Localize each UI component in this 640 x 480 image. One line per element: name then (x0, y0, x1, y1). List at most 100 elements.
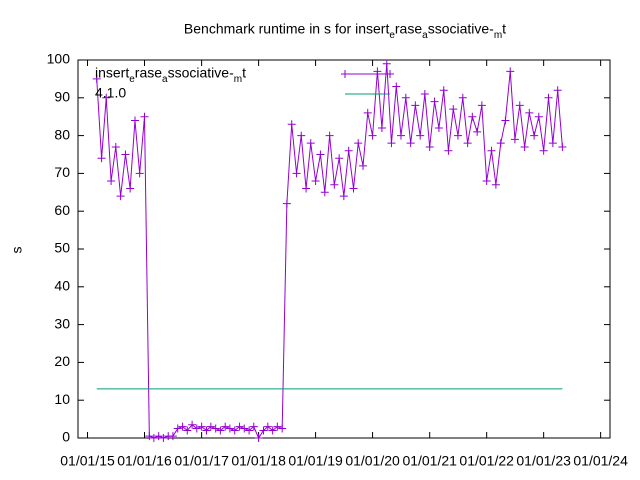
x-tick-label: 01/01/17 (174, 453, 229, 469)
data-point (444, 146, 453, 155)
data-point (548, 139, 557, 148)
data-point (482, 176, 491, 185)
data-point (558, 142, 567, 151)
data-point (188, 420, 197, 429)
data-point (349, 184, 358, 193)
data-point (496, 139, 505, 148)
data-point (183, 426, 192, 435)
data-point (135, 169, 144, 178)
x-tick-label: 01/01/23 (516, 453, 571, 469)
data-point (168, 432, 177, 441)
data-point (126, 184, 135, 193)
data-point (453, 131, 462, 140)
data-point (473, 127, 482, 136)
data-point (287, 120, 296, 129)
data-point (506, 67, 515, 76)
data-point (225, 424, 234, 433)
data-point (387, 139, 396, 148)
y-axis-label: s (9, 247, 25, 254)
data-point (487, 146, 496, 155)
data-point (97, 154, 106, 163)
data-point (335, 154, 344, 163)
data-point (530, 131, 539, 140)
data-point (401, 93, 410, 102)
data-point (458, 93, 467, 102)
data-point (544, 93, 553, 102)
data-point (339, 192, 348, 201)
data-point (192, 424, 201, 433)
y-tick-label: 0 (62, 429, 70, 445)
data-point (420, 90, 429, 99)
data-point (501, 116, 510, 125)
data-point (306, 139, 315, 148)
data-point (159, 434, 168, 442)
data-point (206, 422, 215, 431)
y-tick-label: 60 (54, 202, 70, 218)
data-point (406, 139, 415, 148)
data-point (292, 169, 301, 178)
data-point (230, 426, 239, 435)
data-point (211, 424, 220, 433)
data-point (416, 131, 425, 140)
data-point (363, 108, 372, 117)
y-tick-label: 40 (54, 278, 70, 294)
x-tick-label: 01/01/18 (231, 453, 286, 469)
x-tick-label: 01/01/15 (60, 453, 115, 469)
data-point (539, 146, 548, 155)
x-tick-label: 01/01/21 (402, 453, 457, 469)
data-point (468, 112, 477, 121)
y-tick-label: 10 (54, 391, 70, 407)
data-point (449, 105, 458, 114)
data-point (434, 124, 443, 133)
data-point (259, 426, 268, 435)
x-tick-label: 01/01/19 (288, 453, 343, 469)
legend-marker (386, 70, 394, 78)
data-point (491, 180, 500, 189)
data-point (197, 422, 206, 431)
data-point (240, 424, 249, 433)
data-point (92, 74, 101, 83)
data-point (515, 101, 524, 110)
data-point (140, 112, 149, 121)
data-point (273, 422, 282, 431)
data-point (525, 108, 534, 117)
data-point (325, 131, 334, 140)
data-point (311, 176, 320, 185)
data-point (268, 426, 277, 435)
data-point (249, 422, 258, 431)
data-point (111, 142, 120, 151)
data-point (520, 142, 529, 151)
data-point (263, 422, 272, 431)
data-point (149, 434, 158, 442)
y-tick-label: 20 (54, 353, 70, 369)
data-point (344, 146, 353, 155)
data-point (102, 93, 111, 102)
y-tick-label: 100 (47, 51, 71, 67)
data-point (425, 142, 434, 151)
data-point (477, 101, 486, 110)
legend-marker (341, 70, 349, 78)
x-tick-label: 01/01/22 (459, 453, 514, 469)
data-point (396, 131, 405, 140)
data-point (430, 97, 439, 106)
data-point (534, 112, 543, 121)
data-point (320, 188, 329, 197)
data-point (411, 101, 420, 110)
data-point (235, 422, 244, 431)
x-tick-label: 01/01/20 (345, 453, 400, 469)
data-point (254, 434, 263, 442)
data-point (377, 124, 386, 133)
data-point (221, 422, 230, 431)
data-point (297, 131, 306, 140)
data-point (173, 424, 182, 433)
x-tick-label: 01/01/24 (573, 453, 628, 469)
y-tick-label: 70 (54, 164, 70, 180)
y-tick-label: 30 (54, 315, 70, 331)
data-point (145, 432, 154, 441)
data-point (392, 82, 401, 91)
data-point (107, 176, 116, 185)
data-point (121, 150, 130, 159)
data-point (245, 426, 254, 435)
data-point (359, 161, 368, 170)
